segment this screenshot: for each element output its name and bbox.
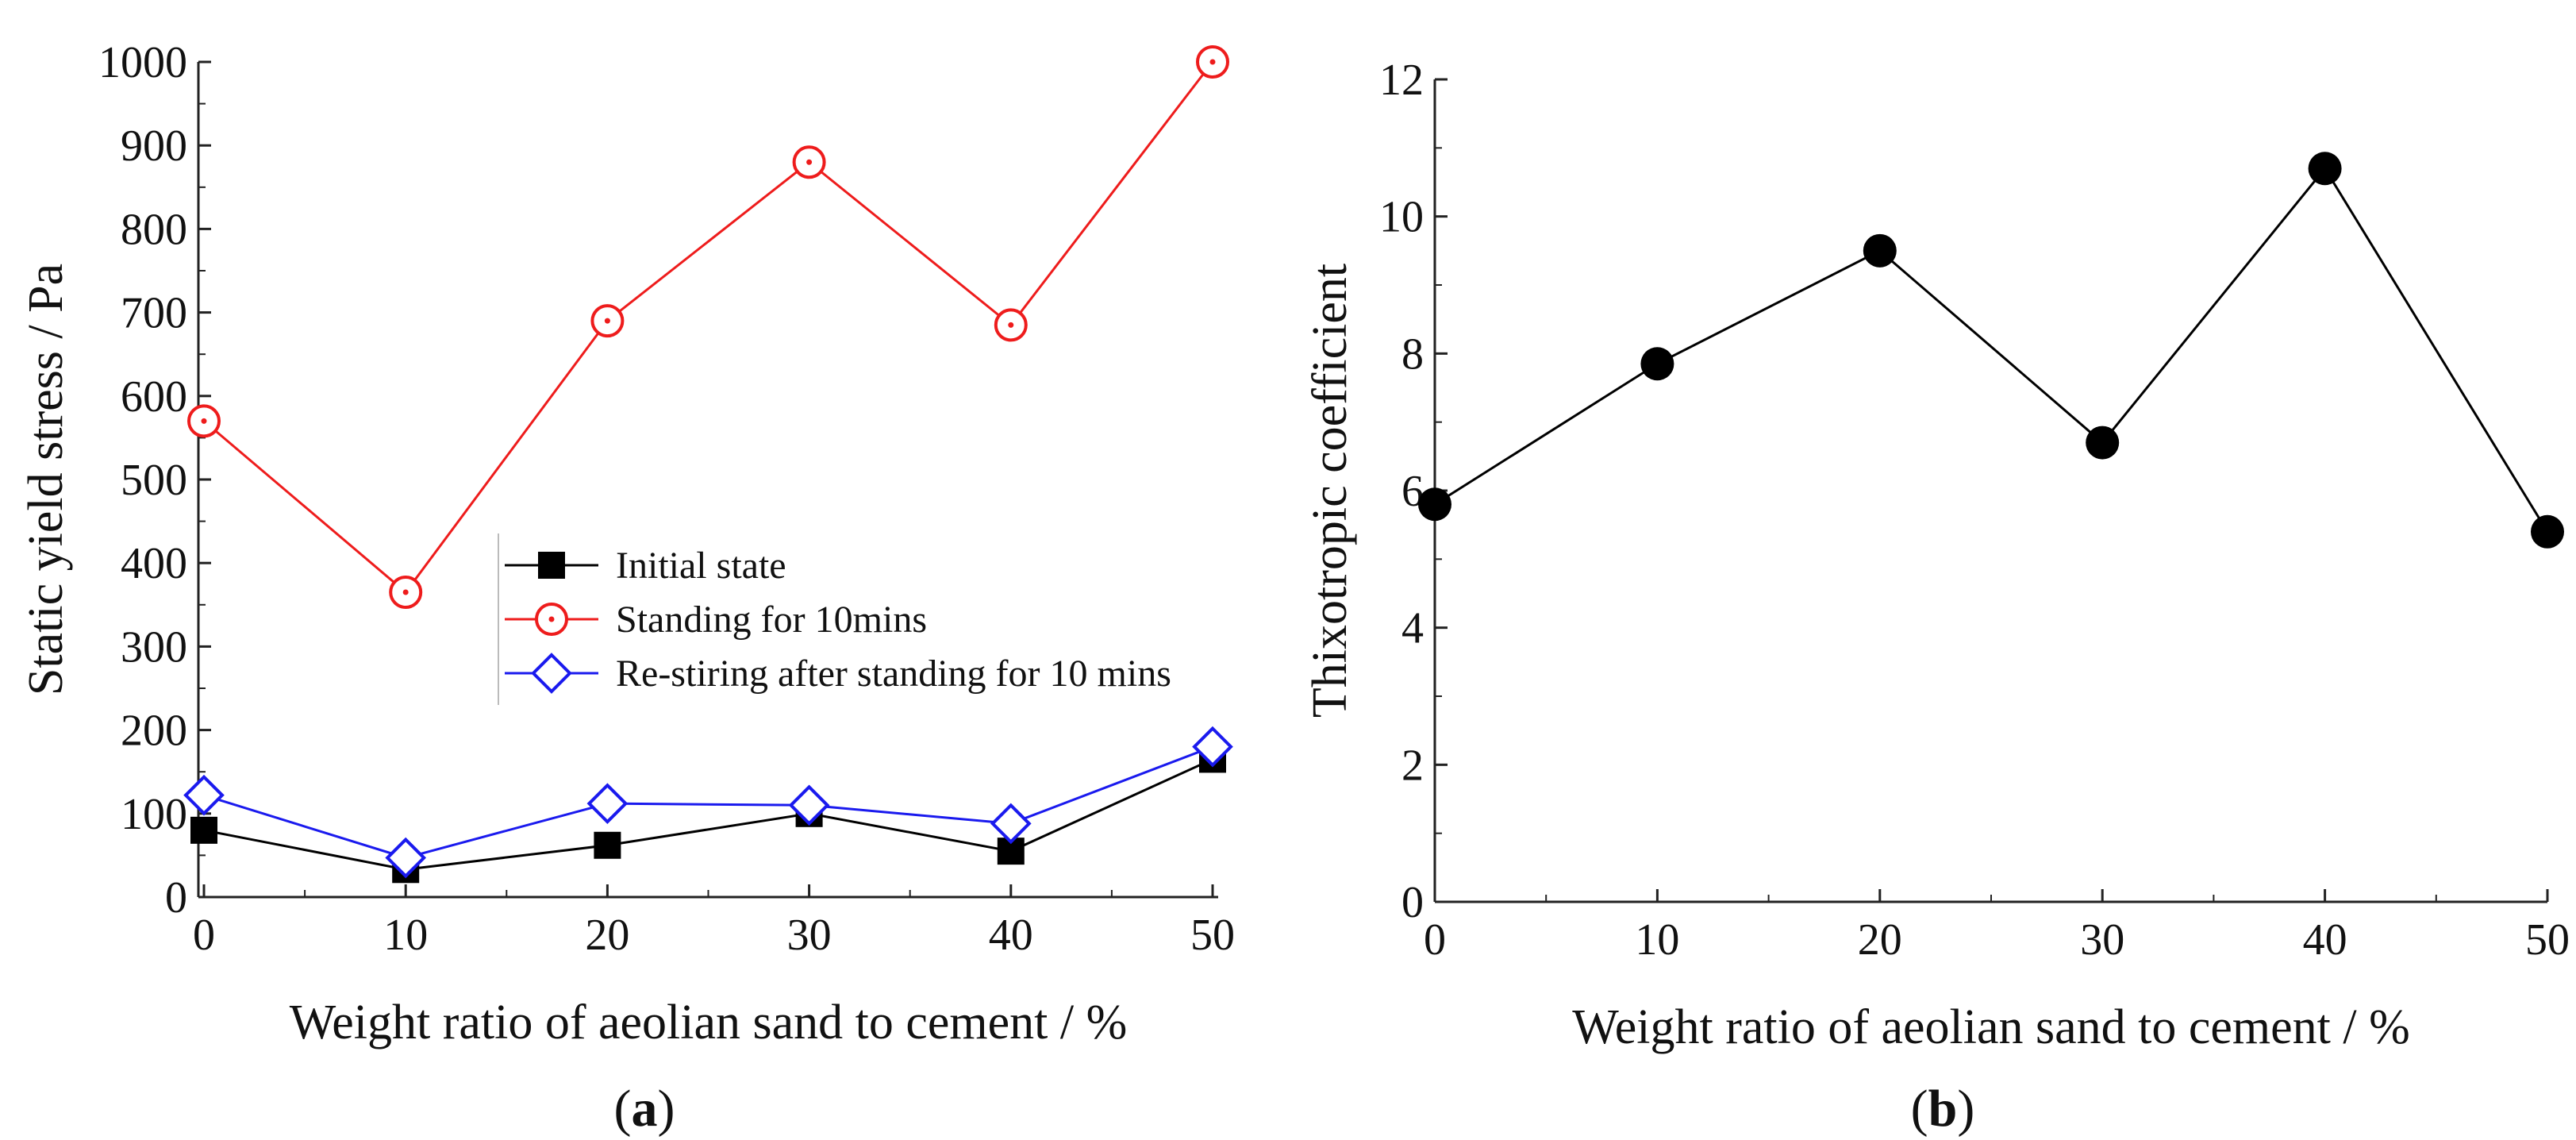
panel-label-open: (	[614, 1080, 632, 1138]
y-tick-label: 300	[121, 622, 187, 672]
x-tick-label: 10	[1635, 915, 1679, 965]
data-point	[1192, 726, 1233, 768]
y-tick-label: 8	[1401, 329, 1424, 379]
panel-label-close: )	[658, 1080, 675, 1138]
y-axis-label: Static yield stress / Pa	[19, 264, 73, 695]
data-point	[187, 404, 221, 438]
panel-label-close: )	[1957, 1080, 1974, 1138]
legend-label: Initial state	[616, 545, 786, 587]
y-tick-label: 2	[1401, 741, 1424, 790]
data-point	[788, 784, 830, 826]
series-line	[203, 61, 1214, 595]
x-tick-label: 40	[2303, 915, 2347, 965]
data-point	[183, 774, 225, 816]
panel-label-letter: b	[1928, 1080, 1958, 1138]
marker-dot	[1209, 59, 1216, 65]
y-tick-label: 10	[1379, 193, 1424, 242]
x-tick-label: 30	[787, 911, 832, 960]
y-tick-label: 500	[121, 456, 187, 505]
marker-dot	[201, 418, 207, 424]
marker-dot	[548, 616, 555, 622]
y-tick-label: 200	[121, 707, 187, 756]
y-tick-label: 12	[1379, 56, 1424, 105]
data-point	[389, 576, 423, 610]
data-point	[1418, 487, 1451, 522]
series-1	[1418, 152, 2564, 549]
series-3	[183, 726, 1233, 879]
legend-marker	[531, 653, 572, 694]
data-point	[990, 803, 1032, 845]
series-line	[1434, 166, 2549, 533]
marker-dot	[402, 589, 409, 595]
y-tick-label: 900	[121, 121, 187, 171]
x-tick-label: 20	[1858, 915, 1902, 965]
x-axis-label: Weight ratio of aeolian sand to cement /…	[290, 996, 1128, 1049]
x-tick-label: 50	[2525, 915, 2570, 965]
y-tick-label: 400	[121, 539, 187, 588]
legend-marker	[535, 603, 568, 636]
series-1	[190, 745, 1226, 884]
panel-label-open: (	[1911, 1080, 1928, 1138]
marker-dot	[604, 318, 610, 324]
x-tick-label: 10	[383, 911, 428, 960]
x-tick-label: 30	[2080, 915, 2124, 965]
data-point	[590, 304, 625, 338]
data-point	[190, 816, 217, 844]
x-tick-label: 0	[193, 911, 215, 960]
legend-label: Re-stiring after standing for 10 mins	[616, 653, 1171, 695]
data-point	[2308, 152, 2342, 186]
legend-item: Initial state	[505, 545, 786, 587]
x-axis-label: Weight ratio of aeolian sand to cement /…	[1572, 1000, 2410, 1054]
data-point	[594, 831, 621, 859]
marker-dot	[806, 159, 813, 165]
data-point	[2531, 514, 2564, 549]
x-tick-label: 20	[585, 911, 629, 960]
y-tick-label: 0	[1401, 878, 1424, 927]
series-2	[187, 45, 1229, 610]
y-tick-label: 4	[1401, 604, 1424, 653]
chart-panel-a: 0 100 200 300 400 500 600 700 800 900 1000 0 10 20 30 4…	[19, 38, 1235, 1138]
legend: Initial state Standing for 10mins Re-stiri…	[498, 533, 1171, 705]
panel-label: (a)	[614, 1080, 675, 1138]
legend-item: Standing for 10mins	[505, 599, 927, 641]
data-point	[586, 783, 629, 825]
y-tick-label: 1000	[98, 38, 187, 87]
series-line	[203, 758, 1213, 871]
y-tick-label: 0	[165, 873, 187, 922]
marker-dot	[1008, 322, 1014, 328]
series-line	[203, 745, 1213, 860]
data-point	[792, 145, 826, 179]
legend-label: Standing for 10mins	[616, 599, 927, 641]
legend-marker	[538, 552, 565, 579]
panel-label-letter: a	[632, 1080, 658, 1138]
y-axis-label: Thixotropic coefficient	[1303, 264, 1357, 718]
legend-item: Re-stiring after standing for 10 mins	[505, 653, 1171, 695]
x-tick-label: 50	[1190, 911, 1235, 960]
y-tick-label: 800	[121, 205, 187, 254]
data-point	[1640, 347, 1674, 381]
data-point	[1863, 233, 1897, 268]
data-point	[994, 308, 1028, 342]
y-tick-label: 700	[121, 289, 187, 338]
y-tick-label: 100	[121, 790, 187, 839]
data-point	[385, 837, 427, 879]
x-tick-label: 0	[1424, 915, 1446, 965]
panel-label: (b)	[1911, 1080, 1975, 1138]
y-tick-label: 600	[121, 372, 187, 422]
data-point	[1196, 45, 1229, 79]
data-point	[2086, 426, 2120, 460]
x-tick-label: 40	[989, 911, 1033, 960]
